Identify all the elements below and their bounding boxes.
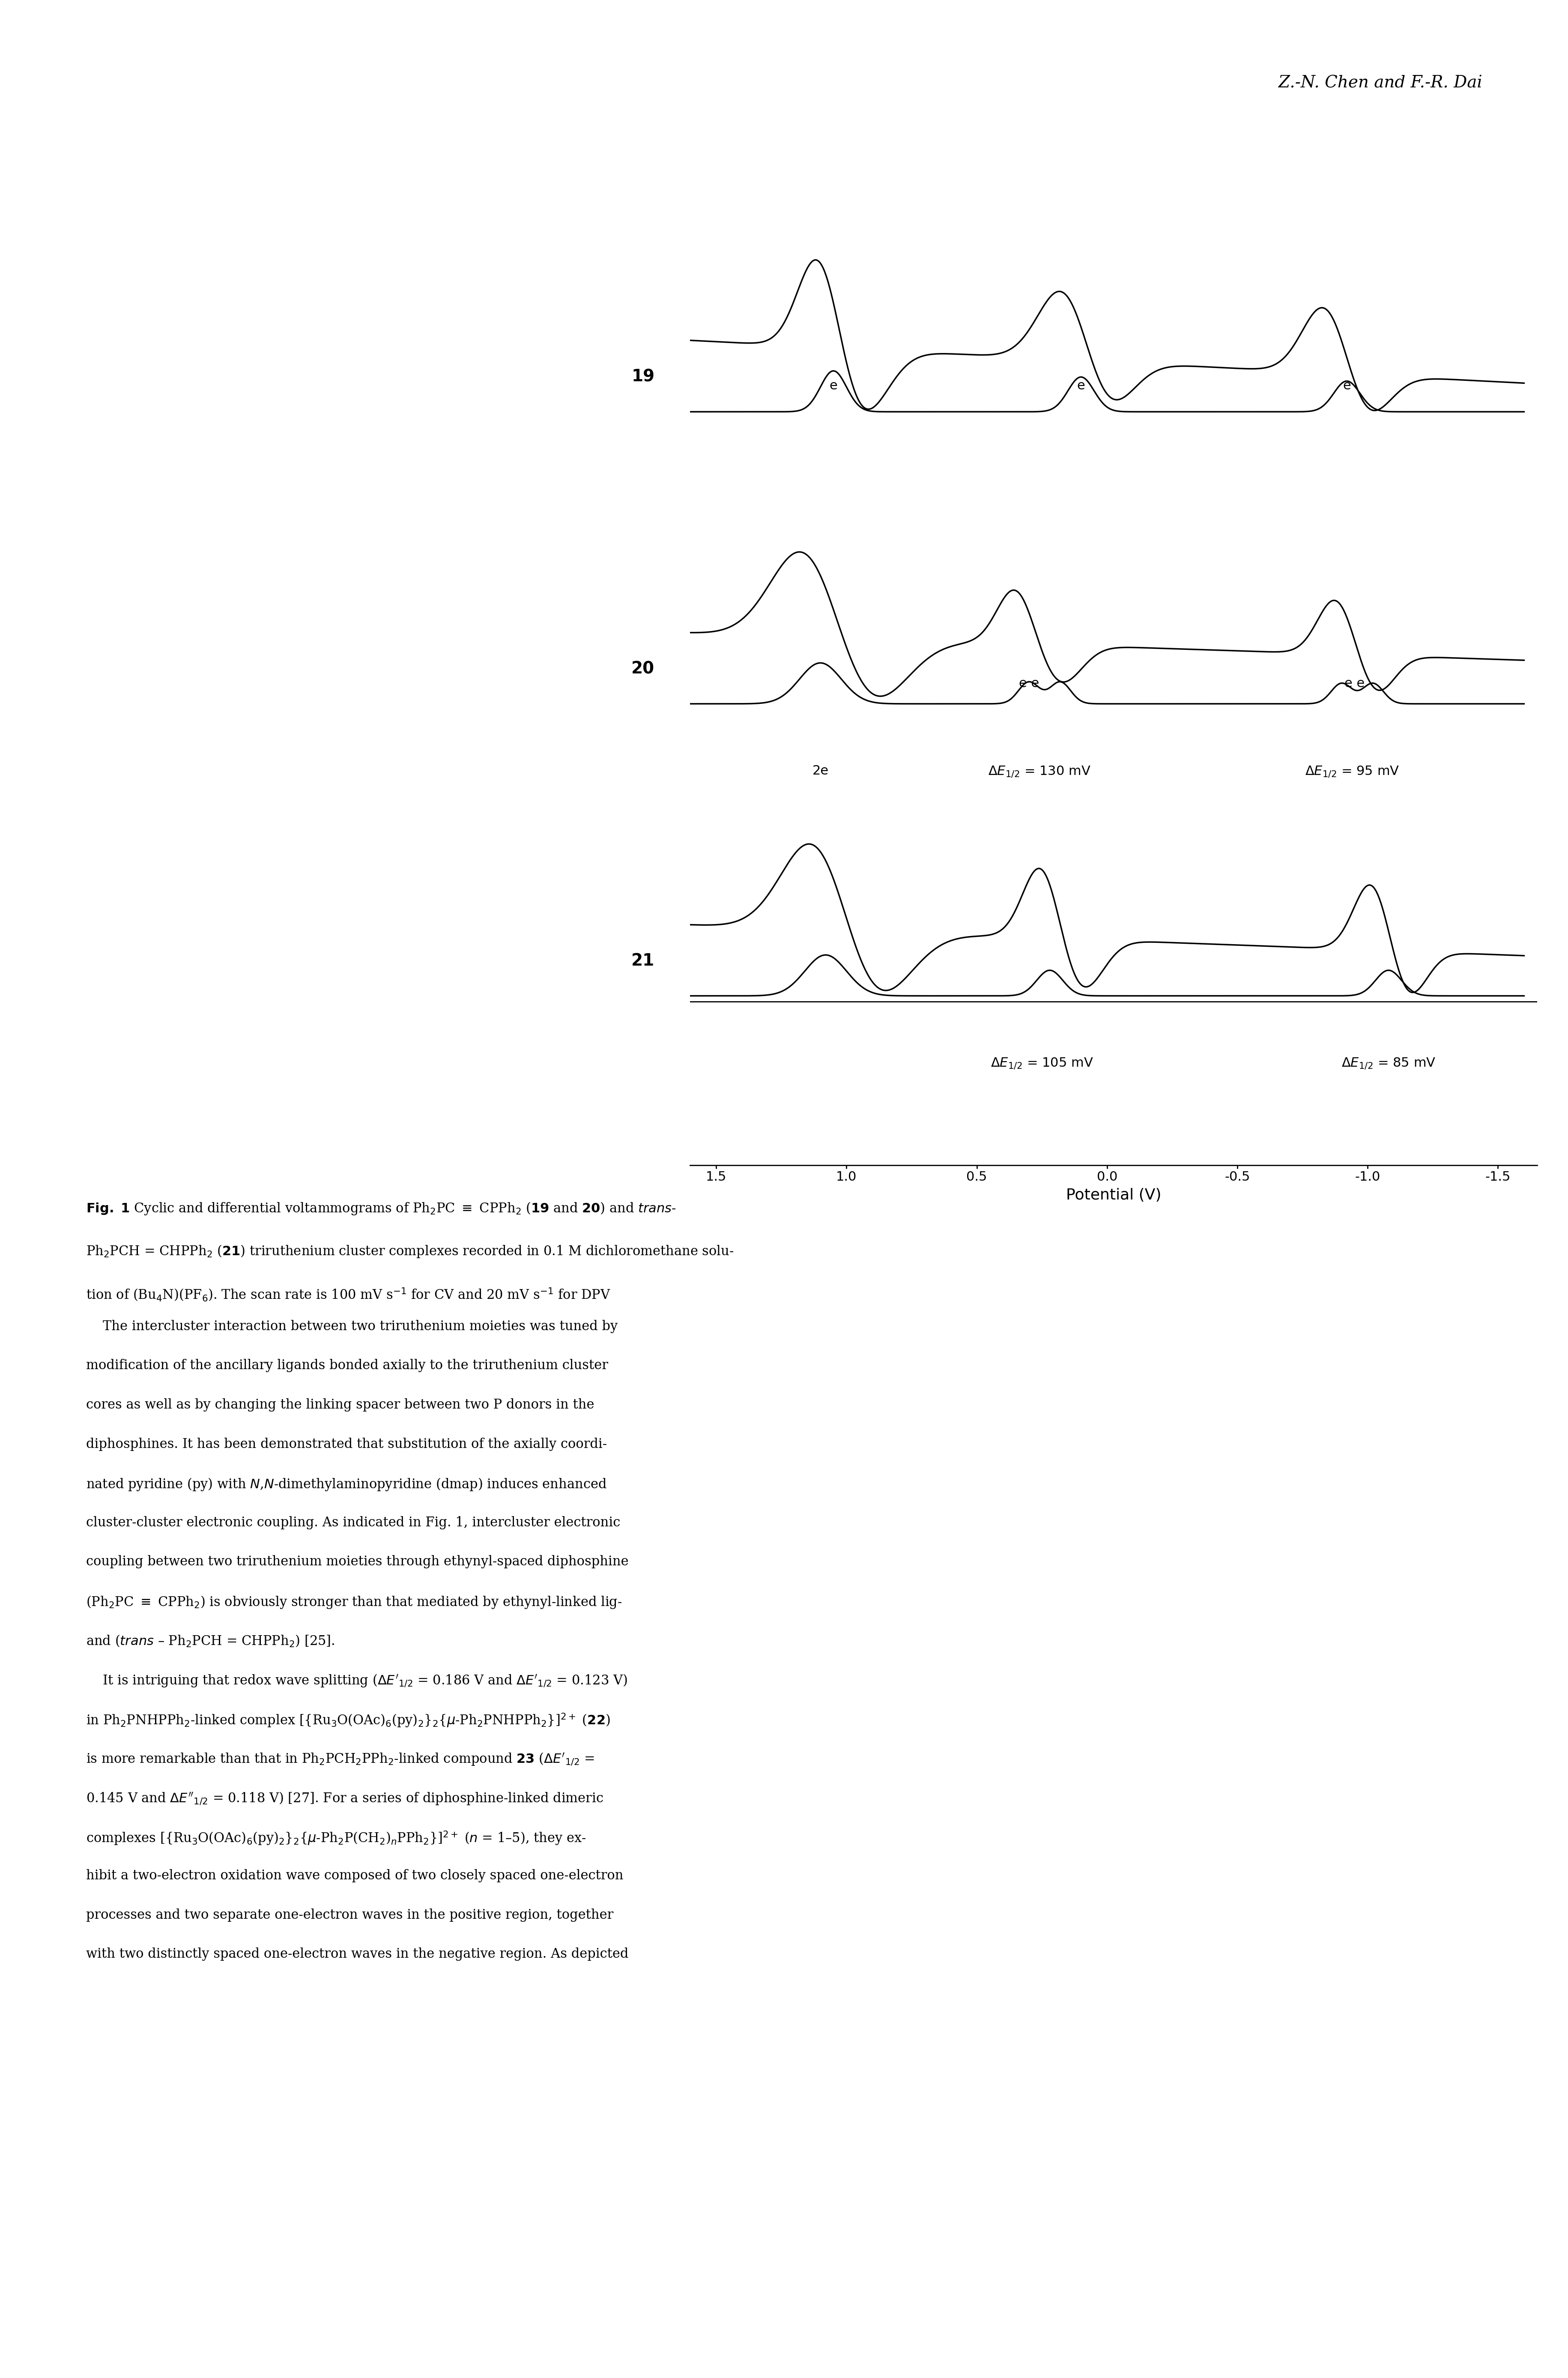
Text: e: e <box>829 380 837 392</box>
Text: Ph$_2$PCH = CHPPh$_2$ ($\bf{21}$) triruthenium cluster complexes recorded in 0.1: Ph$_2$PCH = CHPPh$_2$ ($\bf{21}$) trirut… <box>86 1244 734 1258</box>
Text: complexes [{Ru$_3$O(OAc)$_6$(py)$_2$}$_2${$\mu$-Ph$_2$P(CH$_2$)$_n$PPh$_2$}]$^{2: complexes [{Ru$_3$O(OAc)$_6$(py)$_2$}$_2… <box>86 1831 586 1848</box>
Text: e: e <box>1342 380 1350 392</box>
Text: $\Delta E_{1/2}$ = 85 mV: $\Delta E_{1/2}$ = 85 mV <box>1341 1056 1435 1070</box>
Text: processes and two separate one-electron waves in the positive region, together: processes and two separate one-electron … <box>86 1907 613 1921</box>
Text: $\bf{Fig.\ 1}$ Cyclic and differential voltammograms of Ph$_2$PC $\equiv$ CPPh$_: $\bf{Fig.\ 1}$ Cyclic and differential v… <box>86 1201 676 1215</box>
Text: is more remarkable than that in Ph$_2$PCH$_2$PPh$_2$-linked compound $\bf{23}$ (: is more remarkable than that in Ph$_2$PC… <box>86 1750 594 1767</box>
Text: 19: 19 <box>632 369 654 385</box>
X-axis label: Potential (V): Potential (V) <box>1066 1189 1160 1203</box>
Text: e e: e e <box>1019 678 1038 690</box>
Text: e: e <box>1077 380 1085 392</box>
Text: $\Delta E_{1/2}$ = 105 mV: $\Delta E_{1/2}$ = 105 mV <box>991 1056 1093 1070</box>
Text: 21: 21 <box>632 954 654 968</box>
Text: and ($\it{trans}$ – Ph$_2$PCH = CHPPh$_2$) [25].: and ($\it{trans}$ – Ph$_2$PCH = CHPPh$_2… <box>86 1634 336 1648</box>
Text: 20: 20 <box>632 661 654 678</box>
Text: e e: e e <box>1344 678 1364 690</box>
Text: 0.145 V and $\Delta E''_{1/2}$ = 0.118 V) [27]. For a series of diphosphine-link: 0.145 V and $\Delta E''_{1/2}$ = 0.118 V… <box>86 1791 604 1805</box>
Text: hibit a two-electron oxidation wave composed of two closely spaced one-electron: hibit a two-electron oxidation wave comp… <box>86 1869 624 1883</box>
Text: diphosphines. It has been demonstrated that substitution of the axially coordi-: diphosphines. It has been demonstrated t… <box>86 1436 607 1451</box>
Text: cluster-cluster electronic coupling. As indicated in Fig. 1, intercluster electr: cluster-cluster electronic coupling. As … <box>86 1517 621 1529</box>
Text: $\Delta E_{1/2}$ = 130 mV: $\Delta E_{1/2}$ = 130 mV <box>988 766 1090 778</box>
Text: cores as well as by changing the linking spacer between two P donors in the: cores as well as by changing the linking… <box>86 1398 594 1413</box>
Text: with two distinctly spaced one-electron waves in the negative region. As depicte: with two distinctly spaced one-electron … <box>86 1948 629 1962</box>
Text: The intercluster interaction between two triruthenium moieties was tuned by: The intercluster interaction between two… <box>86 1320 618 1334</box>
Text: tion of (Bu$_4$N)(PF$_6$). The scan rate is 100 mV s$^{-1}$ for CV and 20 mV s$^: tion of (Bu$_4$N)(PF$_6$). The scan rate… <box>86 1286 610 1303</box>
Text: 2e: 2e <box>812 766 828 778</box>
Text: coupling between two triruthenium moieties through ethynyl-spaced diphosphine: coupling between two triruthenium moieti… <box>86 1555 629 1569</box>
Text: modification of the ancillary ligands bonded axially to the triruthenium cluster: modification of the ancillary ligands bo… <box>86 1358 608 1372</box>
Text: $\Delta E_{1/2}$ = 95 mV: $\Delta E_{1/2}$ = 95 mV <box>1305 766 1399 778</box>
Text: (Ph$_2$PC $\equiv$ CPPh$_2$) is obviously stronger than that mediated by ethynyl: (Ph$_2$PC $\equiv$ CPPh$_2$) is obviousl… <box>86 1593 622 1610</box>
Text: nated pyridine (py) with $N$,$N$-dimethylaminopyridine (dmap) induces enhanced: nated pyridine (py) with $N$,$N$-dimethy… <box>86 1477 607 1491</box>
Text: in Ph$_2$PNHPPh$_2$-linked complex [{Ru$_3$O(OAc)$_6$(py)$_2$}$_2${$\mu$-Ph$_2$P: in Ph$_2$PNHPPh$_2$-linked complex [{Ru$… <box>86 1712 610 1729</box>
Text: Z.-N. Chen and F.-R. Dai: Z.-N. Chen and F.-R. Dai <box>1278 76 1482 90</box>
Text: It is intriguing that redox wave splitting ($\Delta E'_{1/2}$ = 0.186 V and $\De: It is intriguing that redox wave splitti… <box>86 1674 627 1688</box>
